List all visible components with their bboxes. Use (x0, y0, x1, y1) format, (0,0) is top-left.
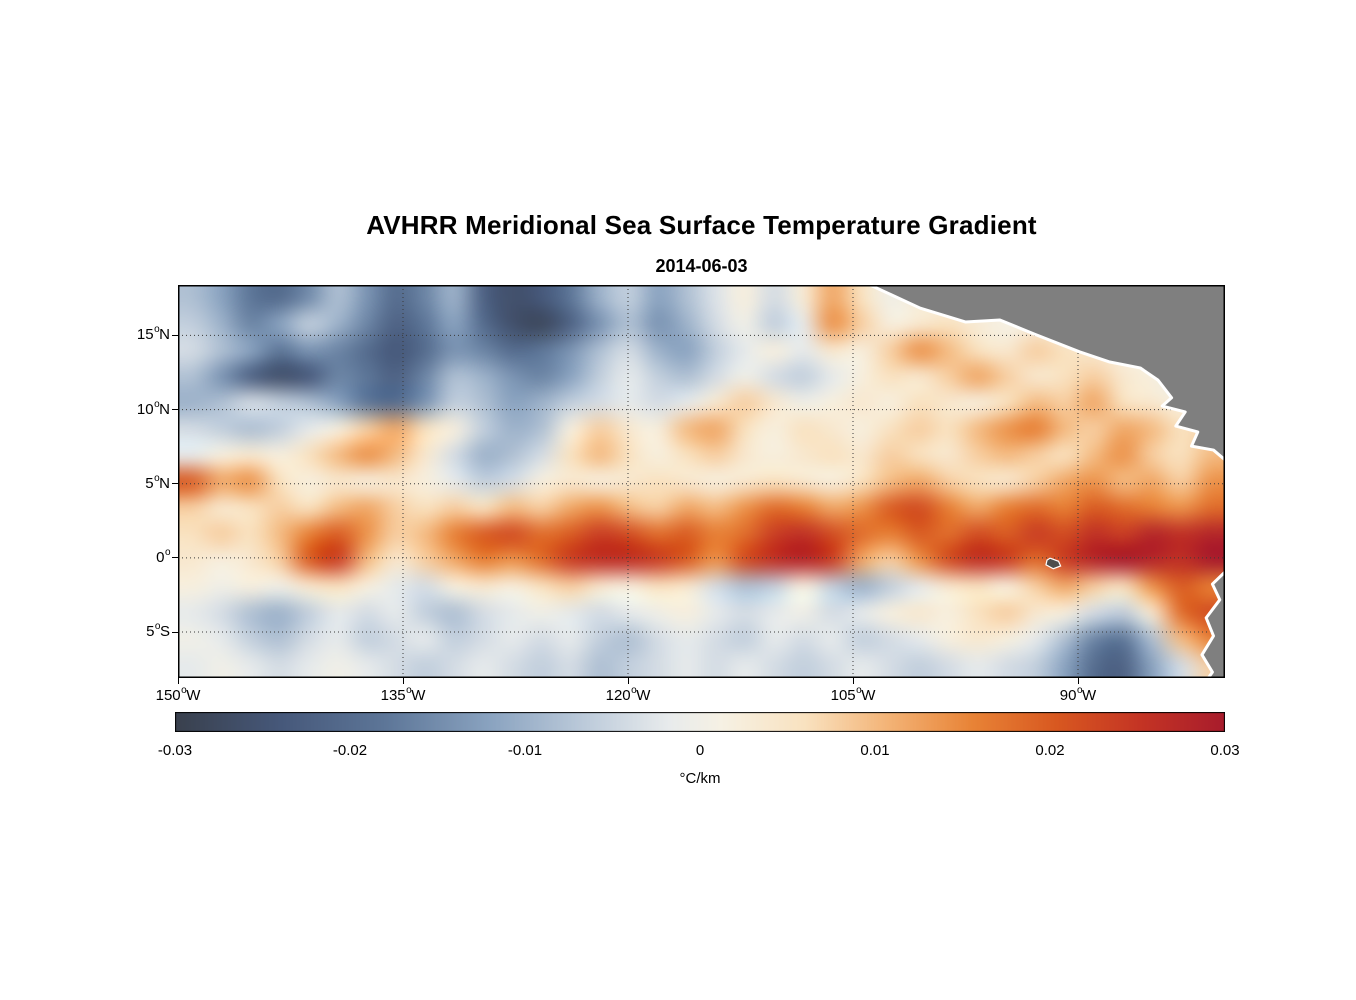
map-overlay-svg (178, 285, 1225, 678)
island-galapagos (1045, 557, 1062, 570)
coastline-central-america-mexico (868, 285, 1225, 462)
y-tick-label: 10oN (136, 398, 170, 418)
y-tick-mark (172, 557, 178, 559)
colorbar-tick-label: 0.01 (860, 742, 890, 759)
y-tick-label: 5oN (145, 472, 170, 492)
map-plot (178, 285, 1225, 678)
colorbar-tick-label: -0.03 (157, 742, 193, 759)
x-tick-mark (177, 678, 179, 684)
x-tick-label: 90oW (1059, 685, 1097, 704)
x-tick-mark (627, 678, 629, 684)
y-tick-label: 5oS (146, 621, 170, 641)
sst-gradient-field-canvas (178, 285, 1225, 678)
chart-subtitle: 2014-06-03 (655, 256, 748, 276)
land-central-america-mexico (870, 285, 1225, 460)
y-tick-label: 0o (156, 546, 171, 566)
colorbar: -0.03 -0.02 -0.01 0 0.01 0.02 0.03 °C/km (158, 712, 1240, 792)
y-tick-mark (172, 483, 178, 485)
x-tick-label: 150oW (155, 685, 201, 704)
x-tick-label: 120oW (605, 685, 651, 704)
x-tick-mark (852, 678, 854, 684)
y-tick-label: 15oN (136, 324, 170, 344)
x-tick-mark (1077, 678, 1079, 684)
plot-frame (178, 285, 1225, 678)
colorbar-tick-label: 0.02 (1035, 742, 1065, 759)
chart-title: AVHRR Meridional Sea Surface Temperature… (366, 210, 1037, 240)
colorbar-canvas (175, 712, 1225, 732)
x-tick-mark (402, 678, 404, 684)
y-tick-mark (172, 334, 178, 336)
colorbar-unit-label: °C/km (679, 770, 721, 787)
x-tick-label: 105oW (830, 685, 876, 704)
colorbar-tick-label: -0.02 (332, 742, 368, 759)
x-tick-label: 135oW (380, 685, 426, 704)
coastline-south-america (1200, 570, 1225, 678)
y-tick-mark (172, 631, 178, 633)
y-tick-mark (172, 409, 178, 411)
colorbar-tick-label: -0.01 (507, 742, 543, 759)
colorbar-tick-label: 0.03 (1210, 742, 1240, 759)
colorbar-tick-label: 0 (695, 742, 705, 759)
